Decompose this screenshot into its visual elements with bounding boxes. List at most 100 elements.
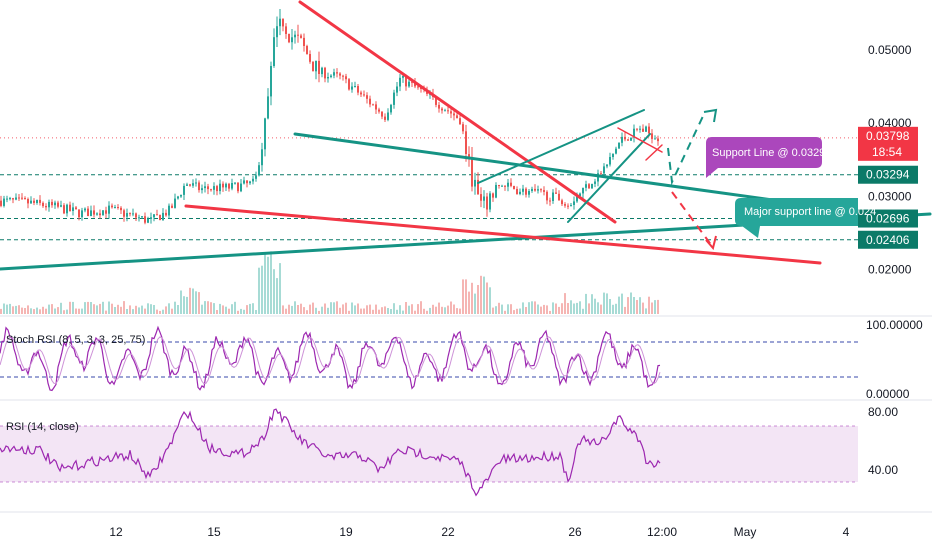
support-callout-text: Support Line @ 0.03296 <box>712 147 831 159</box>
candle-body <box>210 189 212 191</box>
volume-bar <box>174 301 176 314</box>
volume-bar <box>552 302 554 314</box>
candle-body <box>534 188 536 191</box>
candle-body <box>333 72 335 76</box>
candle-body <box>288 34 290 43</box>
candle-body <box>408 81 410 87</box>
candle-body <box>639 128 641 130</box>
volume-bar <box>117 304 119 314</box>
candle-body <box>315 60 317 72</box>
candle-body <box>153 214 155 218</box>
support-callout-bubble <box>706 137 822 178</box>
price-tick-label: 0.05000 <box>868 43 912 57</box>
countdown-label: 18:54 <box>872 145 902 159</box>
candle-body <box>189 184 191 186</box>
volume-bar <box>186 296 188 314</box>
volume-bar <box>444 307 446 314</box>
volume-bar <box>504 310 506 314</box>
volume-bar <box>558 306 560 314</box>
candle-body <box>75 207 77 210</box>
volume-bar <box>447 305 449 314</box>
candle-body <box>462 124 464 132</box>
candle-body <box>570 205 572 207</box>
candle-body <box>345 76 347 80</box>
volume-bar <box>582 308 584 314</box>
volume-bar <box>564 293 566 314</box>
candle-body <box>393 92 395 105</box>
volume-bar <box>396 309 398 314</box>
major-support-callout-bubble <box>735 198 858 238</box>
volume-bar <box>489 287 491 314</box>
price-tag <box>858 126 918 161</box>
candle-body <box>546 191 548 201</box>
rsi-label: RSI (14, close) <box>6 421 79 433</box>
candle-body <box>114 207 116 208</box>
candle-body <box>291 37 293 43</box>
volume-bar <box>147 303 149 314</box>
volume-bar <box>321 306 323 314</box>
volume-bar <box>348 310 350 314</box>
volume-bar <box>429 307 431 314</box>
candle-body <box>651 133 653 139</box>
volume-bar <box>399 305 401 314</box>
volume-bar <box>459 308 461 314</box>
price-tag <box>858 230 918 249</box>
candle-body <box>492 193 494 198</box>
candle-body <box>90 210 92 217</box>
candle-body <box>453 113 455 116</box>
volume-bar <box>12 306 14 314</box>
volume-bar <box>327 307 329 314</box>
volume-bar <box>516 308 518 314</box>
volume-bar <box>600 304 602 314</box>
candle-body <box>474 179 476 187</box>
candle-body <box>252 178 254 182</box>
candle-body <box>600 173 602 175</box>
volume-bar <box>303 307 305 314</box>
volume-bar <box>474 293 476 314</box>
candle-body <box>567 205 569 207</box>
candle-body <box>201 188 203 191</box>
candle-body <box>549 200 551 202</box>
volume-bar <box>156 309 158 314</box>
volume-bar <box>471 282 473 314</box>
volume-bar <box>555 303 557 314</box>
candle-body <box>264 118 266 150</box>
volume-bar <box>351 302 353 314</box>
volume-bar <box>570 300 572 314</box>
candle-body <box>654 138 656 140</box>
volume-bar <box>273 269 275 314</box>
price-axis[interactable]: 0.05000 0.04000 0.03000 0.02000 0.03798 18:54… <box>858 43 923 477</box>
candle-body <box>543 190 545 192</box>
time-tick-label: May <box>734 525 757 539</box>
candle-body <box>564 204 566 206</box>
volume-bar <box>612 304 614 314</box>
candle-body <box>537 189 539 191</box>
candle-body <box>21 197 23 199</box>
volume-bar <box>408 305 410 314</box>
candle-body <box>573 201 575 205</box>
volume-bar <box>276 278 278 314</box>
candle-body <box>177 196 179 199</box>
volume-bar <box>390 309 392 314</box>
volume-bar <box>594 298 596 314</box>
candle-body <box>354 86 356 87</box>
candle-body <box>480 194 482 201</box>
volume-bar <box>498 302 500 314</box>
candle-body <box>144 216 146 223</box>
volume-bar <box>63 310 65 314</box>
time-axis[interactable]: 12 15 19 22 26 12:00 May 4 <box>109 525 849 539</box>
candle-body <box>117 207 119 208</box>
stoch-rsi-label: Stoch RSI (8, 5, 3, 3, 25, 75) <box>6 334 145 346</box>
volume-bar <box>378 309 380 314</box>
candle-body <box>42 202 44 207</box>
candle-body <box>648 126 650 134</box>
candle-body <box>450 111 452 114</box>
descending-red-trendline <box>298 0 617 224</box>
volume-bar <box>264 253 266 314</box>
volume-bar <box>387 308 389 314</box>
volume-bar <box>195 291 197 314</box>
volume-bar <box>90 302 92 314</box>
volume-bar <box>210 302 212 314</box>
candle-body <box>342 75 344 77</box>
